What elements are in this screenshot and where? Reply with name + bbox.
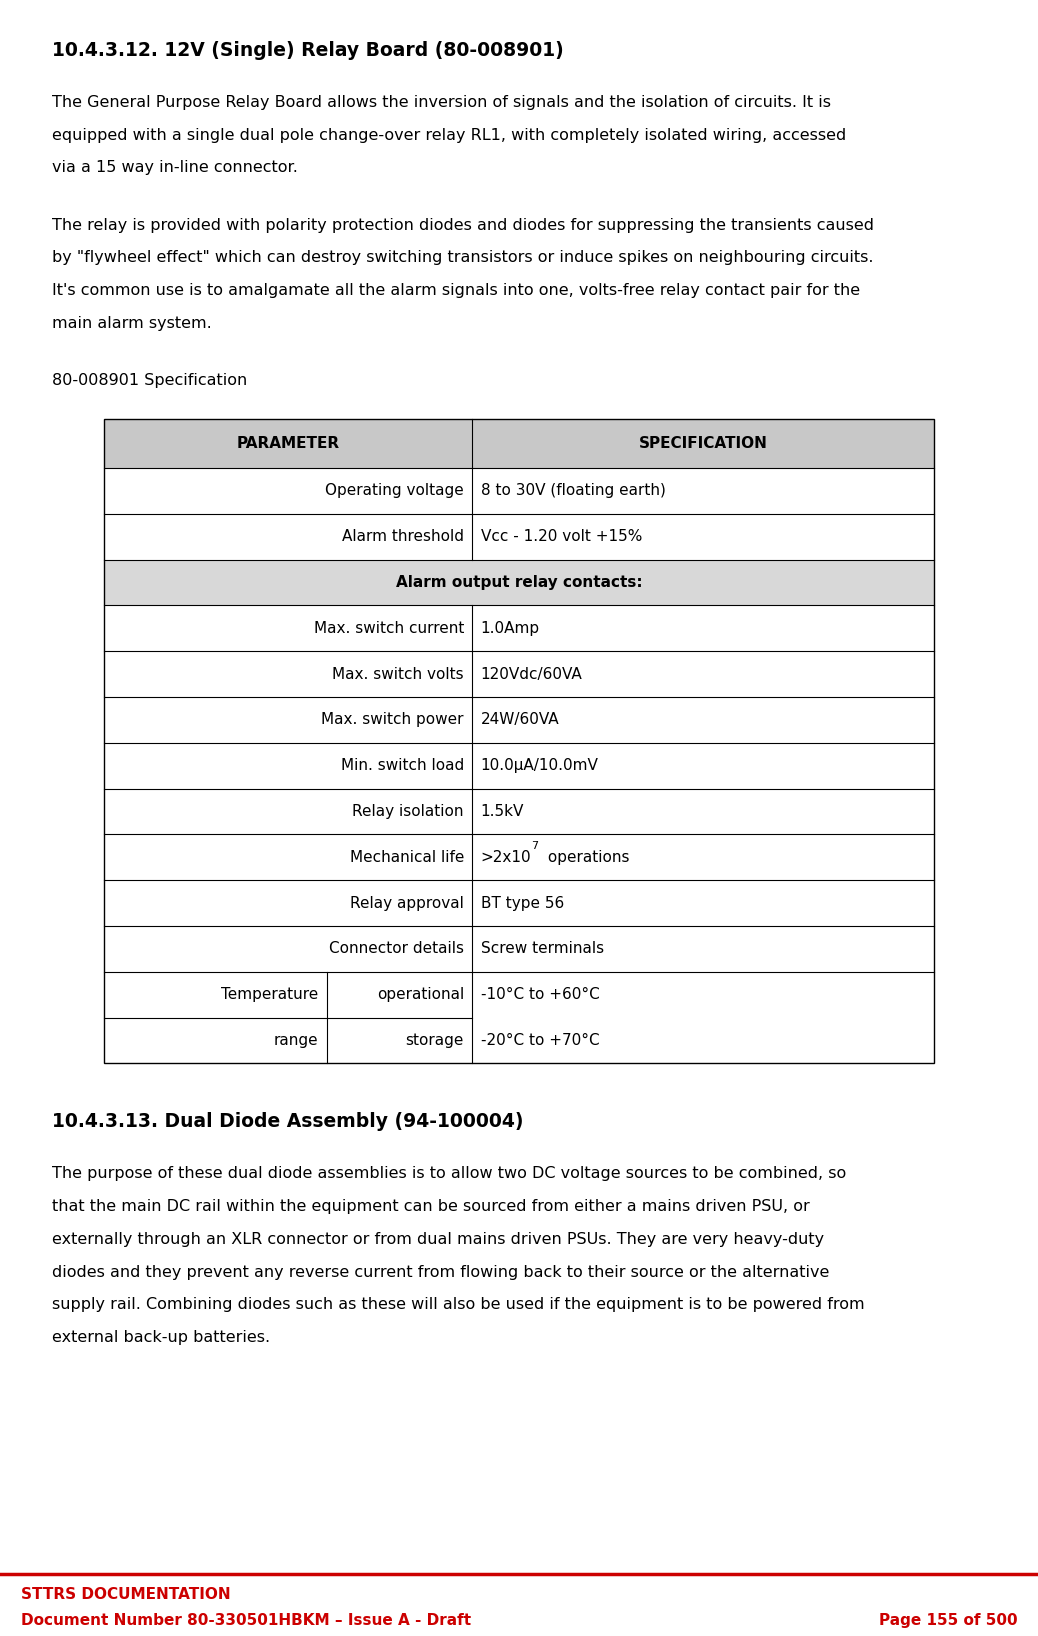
- Text: 1.0Amp: 1.0Amp: [481, 620, 540, 636]
- Text: that the main DC rail within the equipment can be sourced from either a mains dr: that the main DC rail within the equipme…: [52, 1199, 810, 1214]
- Text: 7: 7: [531, 841, 539, 851]
- Bar: [104, 926, 934, 972]
- Text: Min. switch load: Min. switch load: [340, 757, 464, 774]
- Text: SPECIFICATION: SPECIFICATION: [638, 435, 768, 452]
- Text: 8 to 30V (floating earth): 8 to 30V (floating earth): [481, 483, 665, 499]
- Text: 10.0μA/10.0mV: 10.0μA/10.0mV: [481, 757, 599, 774]
- Bar: [104, 834, 934, 880]
- Text: -20°C to +70°C: -20°C to +70°C: [481, 1032, 599, 1049]
- Text: Relay approval: Relay approval: [350, 895, 464, 911]
- Text: 10.4.3.13. Dual Diode Assembly (94-100004): 10.4.3.13. Dual Diode Assembly (94-10000…: [52, 1112, 523, 1132]
- Text: >2x10: >2x10: [481, 849, 531, 865]
- Text: 80-008901 Specification: 80-008901 Specification: [52, 373, 247, 388]
- Text: by "flywheel effect" which can destroy switching transistors or induce spikes on: by "flywheel effect" which can destroy s…: [52, 250, 873, 265]
- Text: The General Purpose Relay Board allows the inversion of signals and the isolatio: The General Purpose Relay Board allows t…: [52, 95, 830, 110]
- Text: -10°C to +60°C: -10°C to +60°C: [481, 987, 599, 1003]
- Text: Document Number 80-330501HBKM – Issue A - Draft: Document Number 80-330501HBKM – Issue A …: [21, 1613, 471, 1628]
- Text: 120Vdc/60VA: 120Vdc/60VA: [481, 666, 582, 682]
- Text: externally through an XLR connector or from dual mains driven PSUs. They are ver: externally through an XLR connector or f…: [52, 1232, 824, 1247]
- Text: 10.4.3.12. 12V (Single) Relay Board (80-008901): 10.4.3.12. 12V (Single) Relay Board (80-…: [52, 41, 564, 61]
- Bar: [104, 605, 934, 651]
- Text: Mechanical life: Mechanical life: [350, 849, 464, 865]
- Text: 1.5kV: 1.5kV: [481, 803, 524, 820]
- Text: via a 15 way in-line connector.: via a 15 way in-line connector.: [52, 160, 298, 175]
- Bar: [104, 743, 934, 789]
- Text: Page 155 of 500: Page 155 of 500: [878, 1613, 1017, 1628]
- Text: external back-up batteries.: external back-up batteries.: [52, 1330, 270, 1345]
- Bar: [104, 419, 934, 1063]
- Text: 24W/60VA: 24W/60VA: [481, 712, 559, 728]
- Text: operations: operations: [543, 849, 629, 865]
- Text: supply rail. Combining diodes such as these will also be used if the equipment i: supply rail. Combining diodes such as th…: [52, 1297, 865, 1312]
- Bar: [104, 560, 934, 605]
- Text: It's common use is to amalgamate all the alarm signals into one, volts-free rela: It's common use is to amalgamate all the…: [52, 283, 861, 298]
- Bar: [104, 697, 934, 743]
- Bar: [104, 419, 934, 468]
- Text: PARAMETER: PARAMETER: [237, 435, 339, 452]
- Text: Relay isolation: Relay isolation: [353, 803, 464, 820]
- Text: main alarm system.: main alarm system.: [52, 316, 212, 330]
- Text: Max. switch volts: Max. switch volts: [332, 666, 464, 682]
- Text: Alarm output relay contacts:: Alarm output relay contacts:: [395, 574, 643, 591]
- Text: Connector details: Connector details: [329, 941, 464, 957]
- Bar: [104, 514, 934, 560]
- Bar: [104, 468, 934, 514]
- Text: BT type 56: BT type 56: [481, 895, 564, 911]
- Text: Alarm threshold: Alarm threshold: [342, 528, 464, 545]
- Text: Max. switch power: Max. switch power: [322, 712, 464, 728]
- Bar: [104, 972, 934, 1063]
- Text: Vcc - 1.20 volt +15%: Vcc - 1.20 volt +15%: [481, 528, 641, 545]
- Text: Operating voltage: Operating voltage: [325, 483, 464, 499]
- Text: Temperature: Temperature: [221, 987, 319, 1003]
- Text: equipped with a single dual pole change-over relay RL1, with completely isolated: equipped with a single dual pole change-…: [52, 128, 846, 142]
- Text: range: range: [274, 1032, 319, 1049]
- Text: The relay is provided with polarity protection diodes and diodes for suppressing: The relay is provided with polarity prot…: [52, 218, 874, 232]
- Text: storage: storage: [406, 1032, 464, 1049]
- Bar: [104, 880, 934, 926]
- Text: Max. switch current: Max. switch current: [313, 620, 464, 636]
- Bar: [104, 651, 934, 697]
- Text: Screw terminals: Screw terminals: [481, 941, 604, 957]
- Bar: [104, 789, 934, 834]
- Text: The purpose of these dual diode assemblies is to allow two DC voltage sources to: The purpose of these dual diode assembli…: [52, 1166, 846, 1181]
- Text: operational: operational: [377, 987, 464, 1003]
- Text: diodes and they prevent any reverse current from flowing back to their source or: diodes and they prevent any reverse curr…: [52, 1265, 829, 1279]
- Text: STTRS DOCUMENTATION: STTRS DOCUMENTATION: [21, 1587, 230, 1602]
